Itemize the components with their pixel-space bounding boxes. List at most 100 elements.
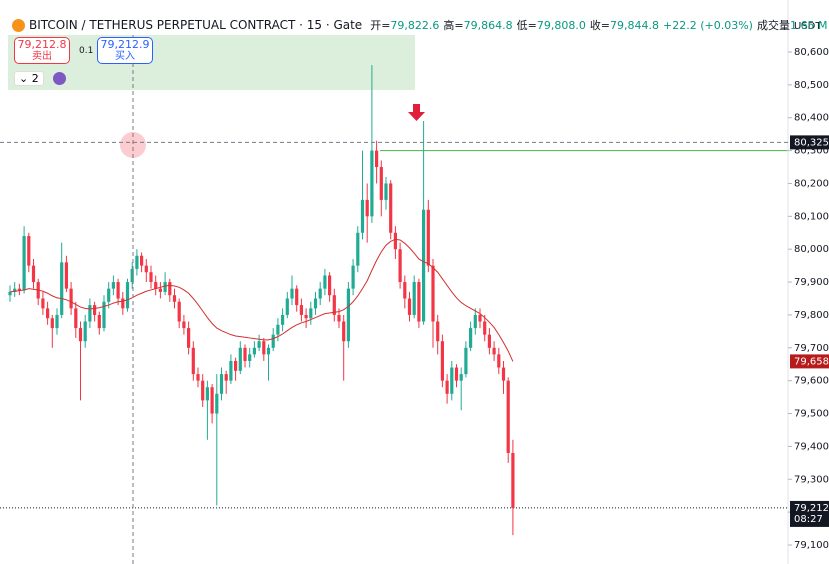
y-tick-label: 80,100.0 [794, 211, 829, 222]
quote-value: +22.2 (+0.03%) [663, 19, 753, 32]
candle-body [511, 452, 515, 508]
y-tick-label: 80,000.0 [794, 244, 829, 255]
candle-body [60, 262, 64, 315]
candle-body [365, 199, 369, 217]
candle-body [454, 367, 459, 381]
candle-body [417, 282, 421, 322]
candle-body [436, 321, 440, 342]
candle-body [107, 288, 111, 302]
quote: 低=79,808.0 [517, 19, 586, 32]
quote-label: 成交量 [756, 19, 790, 32]
candle-body [445, 380, 449, 394]
candle-body [351, 265, 355, 289]
quote-value: 79,844.8 [610, 19, 660, 32]
candle-body [50, 318, 54, 329]
quantity[interactable]: 0.1 [79, 46, 94, 56]
candle-body [469, 328, 473, 348]
quote-value: 1.65 M [789, 19, 828, 32]
cursor [120, 132, 146, 158]
quote-value: 79,822.6 [390, 19, 440, 32]
quote: 收=79,844.8 [590, 19, 659, 32]
candle-body [130, 268, 134, 283]
sell-label: 卖出 [32, 51, 52, 62]
candle-body [290, 288, 294, 299]
candle-body [121, 298, 125, 309]
y-tick-label: 79,400.0 [794, 441, 829, 452]
y-tick-label: 79,600.0 [794, 376, 829, 387]
candle-body [8, 291, 12, 296]
candle-body [356, 232, 360, 266]
buy-button[interactable]: 79,212.9 买入 [97, 37, 153, 64]
candle-body [111, 282, 115, 289]
candle-body [266, 347, 271, 355]
axis-unit[interactable]: USDT [794, 21, 822, 32]
candle-body [102, 301, 106, 329]
candle-body [158, 288, 162, 292]
candle-body [224, 374, 228, 381]
indicator-toggle[interactable]: ⌄ 2 [14, 71, 44, 86]
quote: 高=79,864.8 [443, 19, 512, 32]
quote-label: 高= [443, 19, 464, 32]
quote-label: 开= [370, 19, 391, 32]
candle-body [295, 288, 299, 306]
candle-body [248, 354, 252, 361]
ma-marker-label: 79,658.6 [794, 356, 829, 367]
candle-body [177, 301, 181, 322]
sell-price: 79,212.8 [17, 38, 67, 51]
candle-body [27, 236, 31, 266]
candle-body [154, 282, 158, 289]
candle-body [93, 305, 97, 315]
candle-body [379, 167, 383, 200]
candle-body [299, 305, 303, 315]
candle-body [187, 328, 191, 348]
sync-icon[interactable] [53, 72, 66, 85]
ma-marker-bg [790, 354, 829, 369]
candle-body [74, 308, 78, 329]
quote: +22.2 (+0.03%) [663, 19, 753, 32]
candle-body [163, 282, 167, 292]
y-tick-label: 80,500.0 [794, 80, 829, 91]
candle-body [426, 209, 430, 266]
y-tick-label: 80,200.0 [794, 178, 829, 189]
last-price-label: 79,212.8 [794, 503, 829, 514]
arrow-down [408, 104, 425, 121]
symbol-title[interactable]: BITCOIN / TETHERUS PERPETUAL CONTRACT · … [29, 18, 363, 32]
candle-body [116, 282, 120, 299]
candle-body [22, 236, 26, 291]
candle-body [125, 282, 130, 309]
y-tick-label: 79,300.0 [794, 474, 829, 485]
candle-body [229, 360, 233, 381]
candle-body [398, 249, 402, 283]
y-tick-label: 80,600.0 [794, 47, 829, 58]
buy-price: 79,212.9 [100, 38, 150, 51]
quote-label: 收= [589, 19, 611, 32]
candle-body [243, 347, 247, 361]
candle-body [412, 282, 416, 315]
sell-button[interactable]: 79,212.8 卖出 [14, 37, 70, 64]
candle-body [440, 341, 444, 381]
candle-body [492, 347, 496, 355]
buy-label: 买入 [115, 51, 135, 62]
candle-body [205, 387, 209, 401]
candle-body [182, 321, 186, 329]
candle-body [309, 308, 313, 319]
candle-body [210, 387, 214, 414]
candle-body [313, 298, 318, 309]
order-zone [8, 35, 415, 90]
candle-body [360, 199, 365, 233]
candle-body [483, 321, 487, 335]
candle-body [501, 367, 506, 381]
candle-body [234, 360, 238, 371]
candle-body [144, 265, 148, 273]
candle-body [281, 314, 285, 325]
candle-body [31, 265, 36, 283]
candle-body [149, 272, 153, 283]
candle-body [83, 321, 87, 342]
quote: 成交量1.65 M [757, 19, 827, 32]
candle-body [172, 295, 177, 302]
last-price-bg [790, 500, 829, 527]
candle-body [403, 282, 407, 299]
candle-body [140, 255, 144, 266]
